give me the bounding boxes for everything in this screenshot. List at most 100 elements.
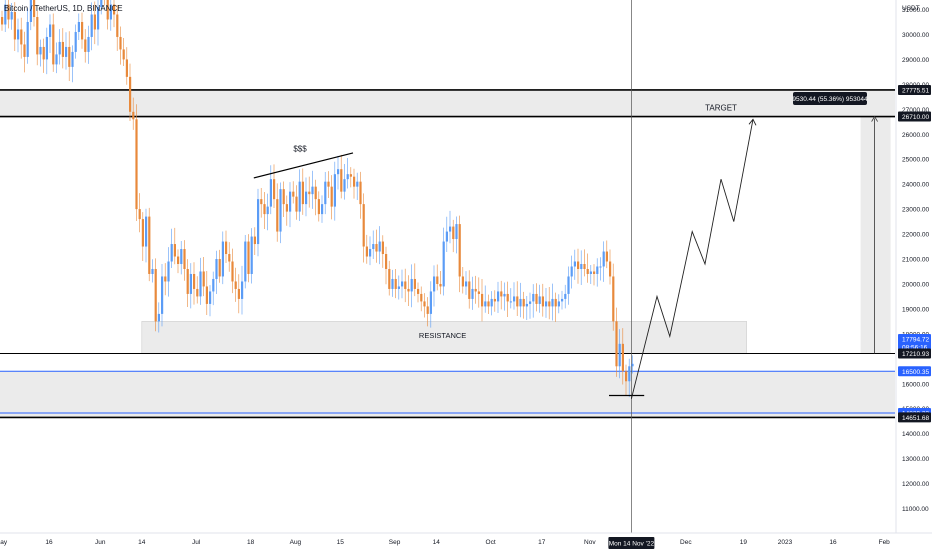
x-tick-label: Sep	[389, 539, 401, 546]
candle-body-65	[209, 291, 212, 304]
candle-body-21	[68, 46, 71, 67]
candle-body-7	[23, 44, 26, 57]
candle-body-157	[503, 293, 506, 297]
candle-body-197	[631, 363, 634, 367]
candle-body-81	[260, 199, 263, 205]
candle-body-60	[193, 273, 196, 289]
candle-body-1	[4, 4, 7, 25]
candle-body-101	[324, 181, 327, 205]
candle-body-8	[26, 21, 29, 57]
candle-body-63	[202, 271, 205, 287]
candle-body-87	[279, 189, 282, 232]
candle-body-122	[391, 278, 394, 289]
zone-3	[0, 371, 895, 418]
candle-body-53	[170, 244, 173, 262]
candle-body-92	[295, 196, 298, 212]
candle-body-26	[84, 39, 87, 52]
candle-body-36	[116, 14, 119, 37]
candle-body-173	[554, 298, 557, 307]
candle-body-23	[74, 31, 77, 52]
candle-body-16	[52, 24, 55, 65]
candle-body-172	[551, 298, 554, 307]
candle-body-123	[394, 278, 397, 289]
x-tick-label: 16	[829, 539, 837, 546]
target-label: TARGET	[705, 104, 737, 113]
candle-body-13	[42, 46, 45, 60]
x-tick-label: 16	[45, 539, 53, 546]
candle-body-42	[135, 119, 138, 210]
price-tag-label: 16500.35	[902, 369, 929, 376]
candle-body-98	[314, 186, 317, 200]
candle-body-2	[7, 4, 10, 20]
currency-label: USDT	[902, 5, 920, 12]
y-tick-label: 19000.00	[902, 306, 929, 313]
candle-body-194	[621, 343, 624, 372]
time-axis-bg	[0, 533, 896, 550]
candle-body-147	[471, 288, 474, 299]
candle-body-111	[356, 181, 359, 187]
candle-body-86	[276, 199, 279, 232]
candle-body-44	[141, 219, 144, 247]
candle-body-189	[605, 251, 608, 262]
candle-body-151	[484, 301, 487, 307]
candle-body-3	[10, 12, 13, 20]
candle-body-190	[609, 261, 612, 277]
candle-body-112	[359, 181, 362, 205]
y-tick-label: 31000.00	[902, 7, 929, 14]
candle-body-195	[625, 371, 628, 382]
measure-label: 9530.44 (55.36%) 953044	[792, 96, 868, 103]
candle-body-12	[39, 46, 42, 55]
x-tick-label: 18	[247, 539, 255, 546]
y-tick-label: 26000.00	[902, 132, 929, 139]
candle-body-153	[490, 298, 493, 307]
candle-body-116	[372, 244, 375, 250]
candle-body-103	[330, 186, 333, 207]
candle-body-40	[129, 76, 132, 112]
candle-body-20	[65, 46, 68, 57]
zone-1	[0, 89, 895, 117]
candle-body-102	[327, 181, 330, 187]
candle-body-90	[289, 191, 292, 212]
candle-body-196	[628, 366, 631, 382]
candle-body-4	[13, 12, 16, 40]
candle-body-136	[436, 276, 439, 284]
price-tag-blue	[898, 333, 931, 344]
candle-body-117	[375, 244, 378, 252]
y-tick-label: 27000.00	[902, 107, 929, 114]
chart-title: Bitcoin / TetherUS, 1D, BINANCE	[4, 4, 123, 13]
candle-body-132	[423, 301, 426, 307]
candle-body-0	[1, 16, 4, 25]
price-tag-label: 14651.68	[902, 415, 929, 422]
candle-body-25	[81, 21, 84, 40]
y-tick-label: 11000.00	[902, 506, 929, 513]
y-tick-label: 24000.00	[902, 182, 929, 189]
candle-body-134	[429, 291, 432, 314]
x-tick-label: Jul	[192, 539, 201, 546]
crosshair-date-label: Mon 14 Nov '22	[609, 541, 655, 548]
candle-body-91	[292, 191, 295, 197]
candle-body-109	[349, 174, 352, 177]
candle-body-62	[199, 271, 202, 297]
candle-body-155	[497, 291, 500, 302]
candle-body-68	[218, 259, 221, 277]
y-tick-label: 20000.00	[902, 281, 929, 288]
candle-body-159	[509, 301, 512, 303]
candle-body-9	[29, 0, 32, 22]
candle-body-66	[212, 278, 215, 292]
candle-body-38	[122, 49, 125, 60]
x-tick-label: 14	[138, 539, 146, 546]
zone-2	[141, 321, 747, 354]
candle-body-175	[561, 298, 564, 302]
x-tick-label: May	[0, 539, 8, 546]
candle-body-78	[250, 236, 253, 274]
crosshair-date-box	[608, 537, 655, 549]
candle-body-71	[228, 254, 231, 262]
candle-body-191	[612, 276, 615, 322]
candle-body-76	[244, 241, 247, 282]
candle-body-97	[311, 186, 314, 195]
y-tick-label: 22000.00	[902, 232, 929, 239]
candle-body-105	[337, 169, 340, 175]
candle-body-88	[282, 189, 285, 205]
